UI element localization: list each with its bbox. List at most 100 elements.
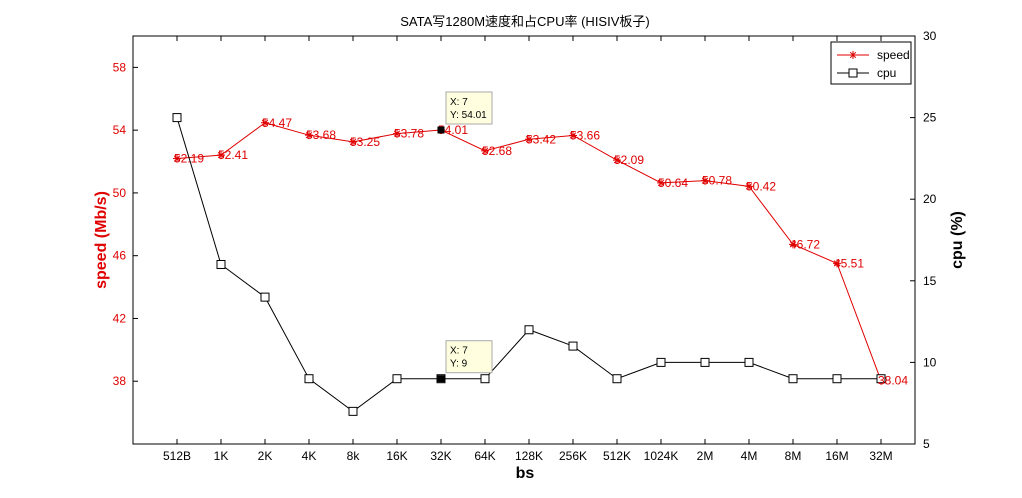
right-y-axis-ticks: 5 10 15 20 25 30	[910, 29, 937, 451]
data-label: 52.41	[218, 148, 248, 162]
data-label: 52.68	[482, 144, 512, 158]
x-tick-label: 8M	[785, 449, 802, 463]
x-tick-label: 1024K	[644, 449, 679, 463]
x-tick-label: 256K	[559, 449, 587, 463]
x-axis-label: bs	[516, 465, 535, 482]
data-label: 50.78	[702, 174, 732, 188]
datatip-box[interactable]	[445, 340, 493, 374]
datatip-x: X: 7	[450, 346, 468, 357]
data-label: 54.47	[262, 116, 292, 130]
data-point-speed	[569, 131, 577, 140]
legend[interactable]: speed cpu	[830, 41, 912, 85]
data-point-speed	[833, 259, 841, 268]
x-tick-label: 32K	[430, 449, 451, 463]
left-y-tick-label: 46	[113, 249, 127, 263]
data-point-cpu	[612, 374, 622, 384]
data-label: 53.66	[570, 128, 600, 142]
data-point-speed	[261, 118, 269, 127]
x-tick-label: 128K	[515, 449, 543, 463]
chart-title: SATA写1280M速度和占CPU率 (HISIV板子)	[400, 14, 649, 29]
x-tick-label: 2K	[258, 449, 273, 463]
data-point-cpu	[524, 325, 534, 335]
data-point-speed	[217, 151, 225, 160]
data-point-cpu	[656, 357, 666, 367]
data-point-cpu	[172, 113, 182, 123]
datatip-y: Y: 9	[450, 359, 468, 370]
data-point-cpu	[832, 374, 842, 384]
datatip-x: X: 7	[450, 97, 468, 108]
x-tick-label: 512K	[603, 449, 631, 463]
data-label: 52.09	[614, 153, 644, 167]
data-label: 53.25	[350, 135, 380, 149]
datatip-box[interactable]	[445, 91, 493, 125]
data-point-speed	[701, 176, 709, 185]
data-point-cpu	[700, 357, 710, 367]
x-tick-label: 8k	[347, 449, 361, 463]
left-y-tick-label: 42	[113, 311, 127, 325]
x-tick-label: 4M	[741, 449, 758, 463]
data-point-cpu	[744, 357, 754, 367]
right-y-axis-label: cpu (%)	[949, 211, 966, 269]
data-point-speed	[657, 178, 665, 187]
right-y-tick-label: 5	[923, 437, 930, 451]
x-tick-label: 2M	[697, 449, 714, 463]
data-point-speed	[173, 154, 181, 163]
legend-entry-label: cpu	[877, 66, 896, 80]
data-point-cpu	[568, 341, 578, 351]
right-y-tick-label: 30	[923, 29, 937, 43]
legend-swatch-marker	[848, 68, 858, 78]
x-tick-label: 512B	[163, 449, 191, 463]
data-point-cpu	[876, 374, 886, 384]
data-point-speed	[613, 156, 621, 165]
data-label: 52.19	[174, 152, 204, 166]
data-point-speed	[525, 135, 533, 144]
x-tick-label: 64K	[474, 449, 495, 463]
data-label: 50.42	[746, 179, 776, 193]
x-tick-label: 16M	[825, 449, 848, 463]
legend-entry-label: speed	[877, 48, 910, 62]
data-point-speed	[305, 131, 313, 140]
data-point-cpu	[216, 259, 226, 269]
left-y-axis-label: speed (Mb/s)	[93, 191, 110, 289]
legend-swatch-marker	[849, 51, 857, 59]
x-tick-label: 1K	[214, 449, 229, 463]
legend-box	[830, 41, 912, 85]
data-point-speed	[393, 129, 401, 138]
right-y-tick-label: 20	[923, 192, 937, 206]
data-label: 45.51	[834, 256, 864, 270]
x-tick-label: 16K	[386, 449, 407, 463]
data-point-cpu	[480, 374, 490, 384]
left-y-tick-label: 54	[113, 123, 127, 137]
data-label: 50.64	[658, 176, 688, 190]
datatip-marker[interactable]	[437, 375, 445, 383]
data-label: 46.72	[790, 237, 820, 251]
left-y-tick-label: 38	[113, 374, 127, 388]
x-tick-label: 4K	[302, 449, 317, 463]
datatip-y: Y: 54.01	[450, 110, 487, 121]
data-point-speed	[481, 146, 489, 155]
data-label: 54.01	[438, 123, 468, 137]
datatips[interactable]: X: 7 Y: 54.01 X: 7 Y: 9	[437, 91, 493, 383]
data-point-speed	[349, 137, 357, 146]
left-y-tick-label: 50	[113, 186, 127, 200]
data-label: 53.68	[306, 128, 336, 142]
data-point-cpu	[348, 406, 358, 416]
datatip-marker[interactable]	[437, 126, 445, 134]
data-point-speed	[789, 240, 797, 249]
right-y-tick-label: 15	[923, 274, 937, 288]
data-point-speed	[745, 182, 753, 191]
left-y-tick-label: 58	[113, 60, 127, 74]
data-point-cpu	[260, 292, 270, 302]
right-y-tick-label: 25	[923, 111, 937, 125]
data-label: 38.04	[878, 374, 908, 388]
data-point-cpu	[788, 374, 798, 384]
data-label: 53.42	[526, 132, 556, 146]
data-labels: 52.19 52.41 54.47 53.68 53.25 53.78 54.01 52.68…	[174, 116, 908, 388]
data-point-cpu	[392, 374, 402, 384]
left-y-axis-ticks: 38 42 46 50 54 58	[113, 60, 138, 388]
x-axis-ticks: 512B 1K 2K 4K 8k 16K 32K 64K 128K 256K 512K 1024K 2M…	[163, 36, 893, 463]
data-label: 53.78	[394, 127, 424, 141]
data-point-cpu	[304, 374, 314, 384]
x-tick-label: 32M	[869, 449, 892, 463]
